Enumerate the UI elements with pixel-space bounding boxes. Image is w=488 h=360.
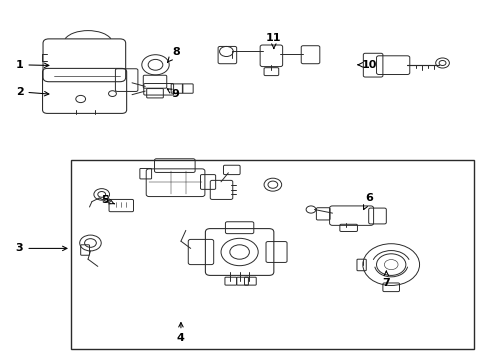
Text: 3: 3 [16, 243, 67, 253]
Text: 9: 9 [167, 89, 179, 99]
Text: 11: 11 [265, 33, 281, 49]
Text: 2: 2 [16, 87, 49, 97]
Text: 7: 7 [382, 271, 389, 288]
Text: 10: 10 [357, 60, 376, 70]
Bar [71, 160, 473, 349]
Text: 6: 6 [363, 193, 372, 210]
Text: 5: 5 [101, 195, 114, 205]
Text: 8: 8 [167, 47, 180, 62]
Text: 1: 1 [16, 60, 49, 70]
Text: 4: 4 [177, 323, 184, 343]
